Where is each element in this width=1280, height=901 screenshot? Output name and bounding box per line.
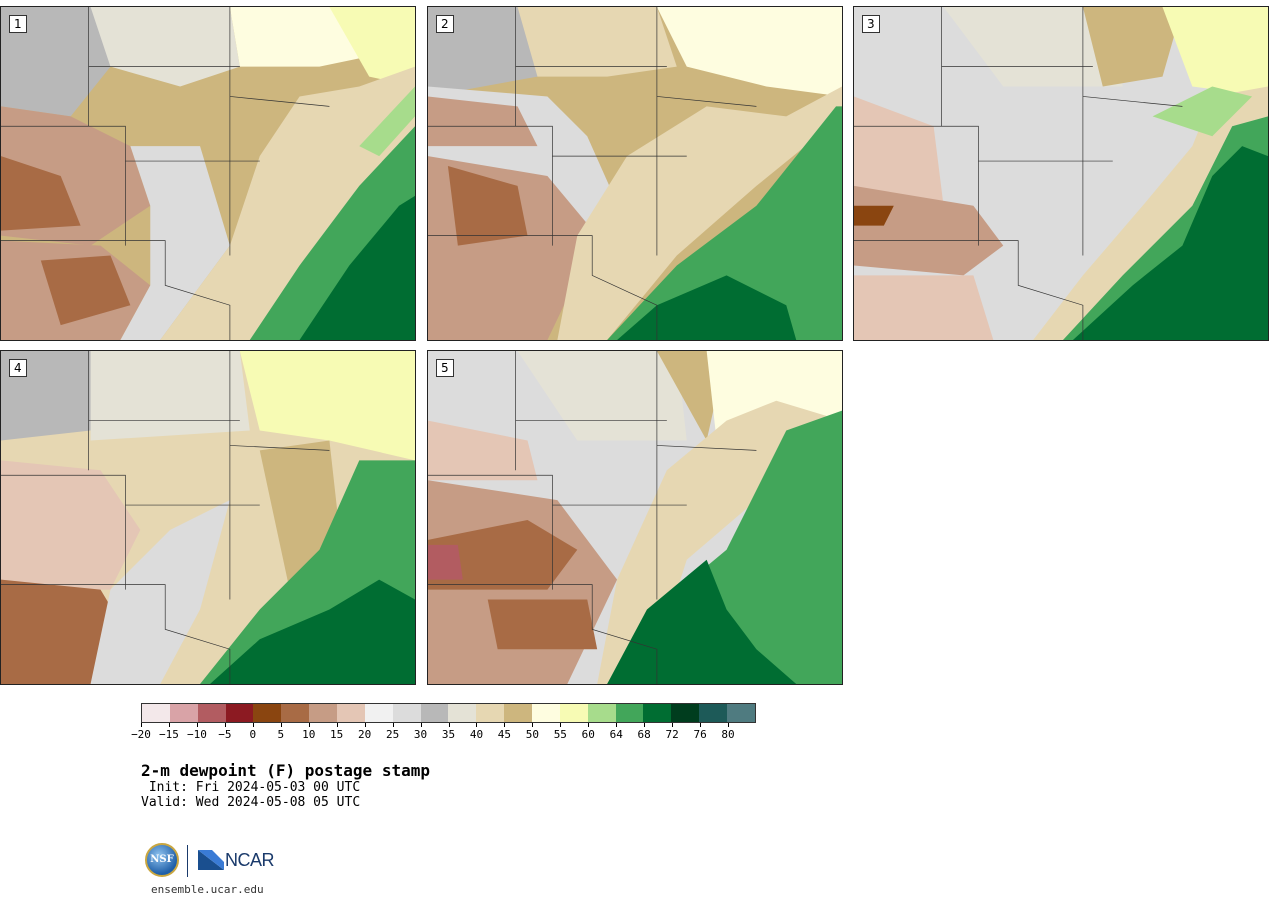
colorbar-swatch [476,704,505,722]
dewpoint-map-5 [428,351,842,684]
colorbar-tick [141,723,142,727]
colorbar-swatch [420,704,449,722]
ncar-logo: NCAR [198,848,275,872]
colorbar-tick-label: 35 [441,728,456,741]
panel-number: 1 [9,15,27,33]
colorbar-swatch [309,704,338,722]
colorbar-swatch [643,704,672,722]
colorbar-tick-label: 64 [609,728,623,741]
colorbar-tick [560,723,562,727]
colorbar-tick-label: 40 [469,728,484,741]
colorbar-swatch [225,704,254,722]
stamp-panel-4: 4 [0,350,416,685]
colorbar-tick-label: 80 [721,728,735,741]
map-title: 2-m dewpoint (F) postage stamp [141,761,430,780]
colorbar-tick [672,723,674,727]
colorbar-swatch [281,704,310,722]
colorbar-tick-label: −15 [159,728,179,741]
colorbar-tick-label: 5 [277,728,285,741]
colorbar-swatch [392,704,421,722]
colorbar-tick [504,723,506,727]
colorbar-tick-label: 60 [581,728,595,741]
colorbar-tick-label: 30 [413,728,428,741]
colorbar-tick [224,723,226,727]
site-url[interactable]: ensemble.ucar.edu [151,883,264,896]
colorbar-swatch [532,704,560,722]
dewpoint-map-3 [854,7,1268,340]
colorbar-tick [420,723,422,727]
colorbar-tick [252,723,254,727]
colorbar-tick [336,723,338,727]
colorbar-swatch [337,704,365,722]
colorbar-swatch [504,704,533,722]
stamp-panel-1: 1 [0,6,416,341]
colorbar-tick [532,723,534,727]
colorbar-swatch [699,704,728,722]
colorbar-tick-label: −20 [131,728,151,741]
colorbar-tick [616,723,618,727]
colorbar-tick-label: 20 [358,728,372,741]
panel-number: 5 [436,359,454,377]
colorbar-tick-label: 68 [637,728,651,741]
colorbar-tick-label: 15 [330,728,344,741]
colorbar [141,703,756,723]
colorbar-tick [308,723,310,727]
colorbar-tick-label: 76 [693,728,707,741]
ncar-wordmark: NCAR [225,849,275,870]
colorbar-tick [280,723,282,727]
colorbar-tick-label: 25 [385,728,400,741]
colorbar-tick-label: 0 [249,728,257,741]
init-time: Init: Fri 2024-05-03 00 UTC [141,780,361,795]
colorbar-tick [700,723,702,727]
colorbar-swatch [364,704,393,722]
dewpoint-map-1 [1,7,415,340]
colorbar-swatch [169,704,198,722]
colorbar-tick-label: 45 [497,728,512,741]
panel-number: 4 [9,359,27,377]
stamp-panel-3: 3 [853,6,1269,341]
colorbar-tick [448,723,450,727]
colorbar-swatch [587,704,616,722]
colorbar-swatch [448,704,477,722]
colorbar-tick [476,723,478,727]
colorbar-tick [728,723,730,727]
logo-divider [187,845,188,877]
colorbar-tick-label: −5 [218,728,232,741]
colorbar-swatch [671,704,700,722]
nsf-logo-icon: NSF [145,843,179,877]
dewpoint-map-4 [1,351,415,684]
ncar-wedge-icon [198,850,224,870]
colorbar-swatch [559,704,588,722]
colorbar-tick-label: 50 [525,728,539,741]
colorbar-ticks: −20 −15 −10 −5 0 5 10 15 20 25 30 35 40 45 50 55 60 64 68 7… [131,723,756,743]
colorbar-swatch [197,704,226,722]
colorbar-tick [364,723,366,727]
colorbar-tick-label: −10 [186,728,207,741]
colorbar-tick [588,723,590,727]
colorbar-tick [168,723,170,727]
panel-number: 3 [862,15,880,33]
colorbar-swatch [727,704,755,722]
dewpoint-map-2 [428,7,842,340]
panel-number: 2 [436,15,454,33]
stamp-panel-2: 2 [427,6,843,341]
stamp-panel-5: 5 [427,350,843,685]
colorbar-swatch [142,704,170,722]
colorbar-tick [392,723,394,727]
colorbar-swatch [615,704,644,722]
colorbar-tick-label: 55 [553,728,567,741]
colorbar-tick [196,723,198,727]
colorbar-swatch [253,704,282,722]
colorbar-tick-label: 10 [302,728,316,741]
colorbar-tick-label: 72 [665,728,679,741]
colorbar-tick [644,723,646,727]
valid-time: Valid: Wed 2024-05-08 05 UTC [141,795,361,810]
